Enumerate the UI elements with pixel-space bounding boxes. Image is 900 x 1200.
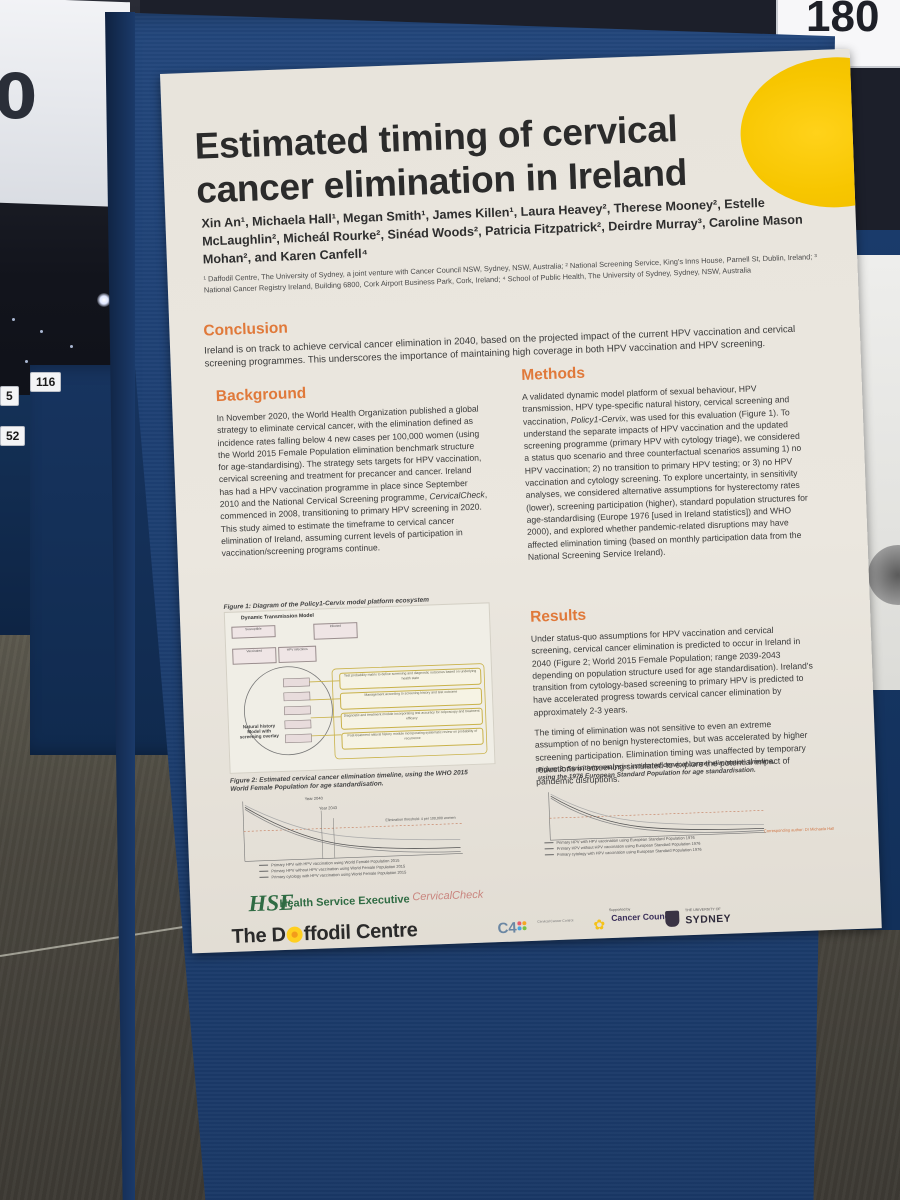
cancer-council-daffodil-icon: ✿: [593, 916, 606, 933]
board-number-tag: 116: [30, 372, 62, 392]
board-number-text: 180: [806, 0, 880, 41]
hse-name: Health Service Executive: [279, 893, 410, 911]
methods-text: A validated dynamic model platform of se…: [521, 383, 808, 562]
c4-logo: C4: [497, 919, 518, 938]
left-sign-text: 0: [0, 60, 38, 133]
university-of-sydney-logo: SYDNEY: [685, 913, 732, 927]
light-dot: [70, 345, 73, 348]
results-heading: Results: [529, 606, 587, 626]
light-dot: [12, 318, 15, 321]
ceiling-light: [97, 293, 111, 307]
figure1-flow-svg: [244, 663, 488, 760]
figure2-annotation: Year 2040: [304, 795, 323, 802]
c4-subtitle: Cervical Cancer Control: [537, 918, 574, 924]
figure2-plot: [242, 801, 463, 862]
background-text: In November 2020, the World Health Organ…: [216, 403, 488, 559]
conclusion-heading: Conclusion: [203, 319, 289, 340]
c4-dots-icon: [517, 921, 532, 936]
background-heading: Background: [215, 384, 307, 406]
cervicalcheck-logo: CervicalCheck: [412, 888, 484, 904]
light-dot: [25, 360, 28, 363]
light-dot: [40, 330, 43, 333]
university-prefix: THE UNIVERSITY OF: [684, 907, 721, 913]
figure1-diagram: Dynamic Transmission Model Susceptible I…: [223, 602, 496, 774]
figure2-annotation: Year 2043: [318, 805, 338, 811]
results-text-1: Under status-quo assumptions for HPV vac…: [530, 624, 813, 718]
conclusion-text: Ireland is on track to achieve cervical …: [203, 323, 796, 370]
methods-heading: Methods: [520, 364, 586, 384]
board-number-tag: 52: [0, 426, 26, 446]
research-poster: Estimated timing of cervical cancer elim…: [160, 48, 882, 954]
board-number-tag: 5: [0, 386, 19, 406]
natural-history-label: Natural history Model with screening ove…: [239, 723, 279, 740]
daffodil-flower-icon: [286, 926, 303, 943]
supported-by-label: Supported by: [608, 907, 631, 913]
university-crest-icon: [665, 910, 680, 928]
